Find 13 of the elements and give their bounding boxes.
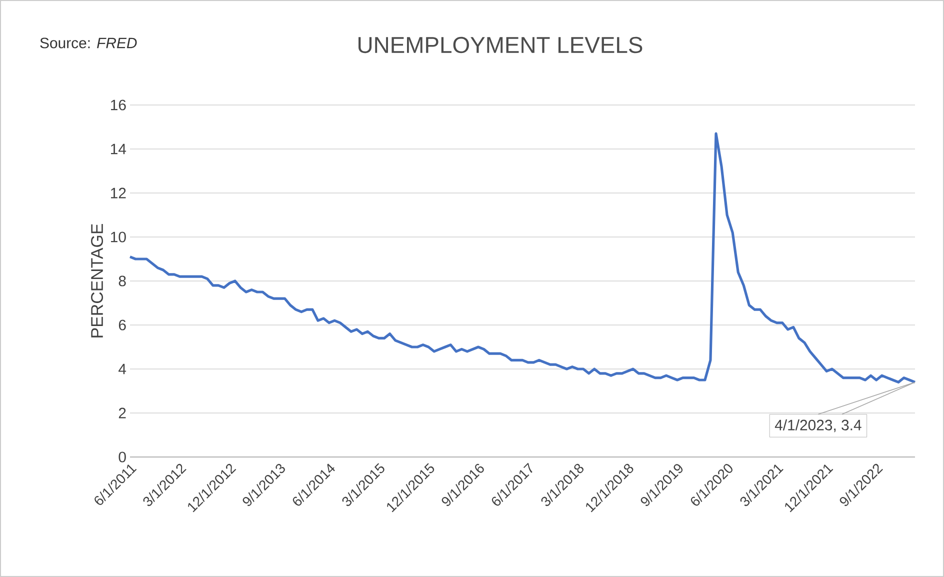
source-note: Source: FRED [40, 38, 137, 48]
y-tick-label: 14 [111, 144, 126, 154]
y-tick-label: 2 [118, 408, 126, 418]
y-tick-label: 10 [111, 232, 126, 242]
y-tick-label: 0 [118, 452, 126, 462]
y-tick-label: 4 [118, 364, 126, 374]
chart-title: UNEMPLOYMENT LEVELS [358, 36, 642, 54]
y-tick-label: 12 [111, 188, 126, 198]
y-axis-title: PERCENTAGE [91, 224, 104, 338]
y-tick-label: 8 [118, 276, 126, 286]
annotation: 4/1/2023, 3.4 [774, 419, 862, 432]
y-tick-label: 6 [118, 320, 126, 330]
y-tick-label: 16 [111, 100, 126, 110]
